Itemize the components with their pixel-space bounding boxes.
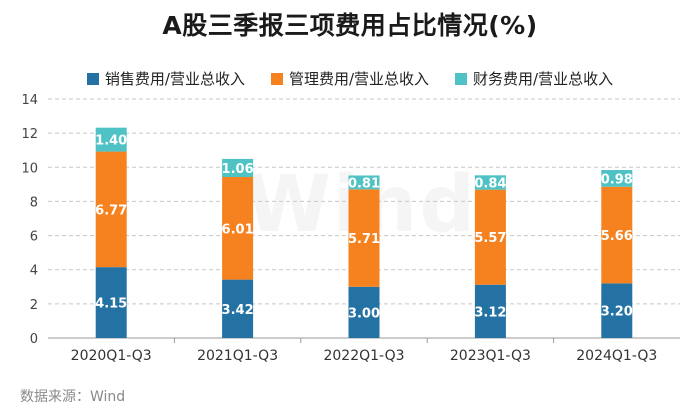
y-tick-label: 10 — [21, 161, 38, 176]
legend-item-admin: 管理费用/营业总收入 — [270, 68, 430, 89]
bar-segment — [348, 175, 380, 190]
data-label: 1.40 — [95, 134, 127, 149]
bar-segment — [95, 151, 127, 268]
legend-label-selling: 销售费用/营业总收入 — [104, 70, 245, 88]
y-tick-label: 12 — [21, 127, 38, 142]
data-label: 0.84 — [474, 176, 506, 191]
y-tick-label: 8 — [30, 195, 38, 210]
legend-swatch-admin — [270, 72, 283, 85]
data-label: 0.98 — [601, 172, 633, 187]
bar-segment — [348, 286, 380, 338]
bar-segment — [601, 283, 633, 338]
data-label: 6.77 — [95, 203, 127, 218]
bar-segment — [474, 189, 506, 285]
bar-segment — [222, 177, 254, 280]
data-label: 3.20 — [601, 305, 633, 320]
data-label: 6.01 — [222, 222, 254, 237]
y-tick-label: 14 — [21, 93, 38, 108]
bar-segment — [222, 158, 254, 178]
legend-item-finance: 财务费用/营业总收入 — [455, 68, 613, 89]
x-tick-label: 2021Q1-Q3 — [197, 348, 278, 364]
bar-segment — [474, 284, 506, 338]
data-label: 0.81 — [348, 176, 380, 191]
data-label: 3.12 — [474, 305, 506, 320]
bar-segment — [222, 279, 254, 338]
bar-segment — [348, 189, 380, 287]
legend: 销售费用/营业总收入 管理费用/营业总收入 财务费用/营业总收入 — [0, 68, 700, 89]
data-source: 数据来源：Wind — [20, 389, 126, 405]
bar-segment — [95, 267, 127, 338]
bar-segment — [601, 170, 633, 187]
bar-segment — [601, 186, 633, 284]
x-tick-label: 2020Q1-Q3 — [71, 348, 152, 364]
data-label: 5.71 — [348, 232, 380, 247]
bar-segment — [474, 175, 506, 190]
x-tick-label: 2023Q1-Q3 — [450, 348, 531, 364]
y-tick-label: 4 — [30, 264, 38, 279]
legend-label-finance: 财务费用/营业总收入 — [473, 70, 614, 88]
data-label: 5.57 — [474, 231, 506, 246]
data-label: 4.15 — [95, 297, 127, 312]
legend-swatch-selling — [86, 72, 99, 85]
y-tick-label: 0 — [30, 332, 38, 347]
x-tick-label: 2024Q1-Q3 — [576, 348, 657, 364]
data-label: 3.00 — [348, 306, 380, 321]
x-tick-label: 2022Q1-Q3 — [323, 348, 404, 364]
data-label: 1.06 — [222, 162, 254, 177]
chart-title: A股三季报三项费用占比情况(%) — [162, 11, 538, 40]
legend-swatch-finance — [455, 72, 468, 85]
legend-item-selling: 销售费用/营业总收入 — [86, 68, 245, 89]
y-tick-label: 2 — [30, 298, 38, 313]
bar-segment — [95, 127, 127, 152]
data-label: 3.42 — [222, 303, 254, 318]
y-tick-label: 6 — [30, 230, 38, 245]
data-label: 5.66 — [601, 229, 633, 244]
legend-label-admin: 管理费用/营业总收入 — [288, 70, 430, 88]
